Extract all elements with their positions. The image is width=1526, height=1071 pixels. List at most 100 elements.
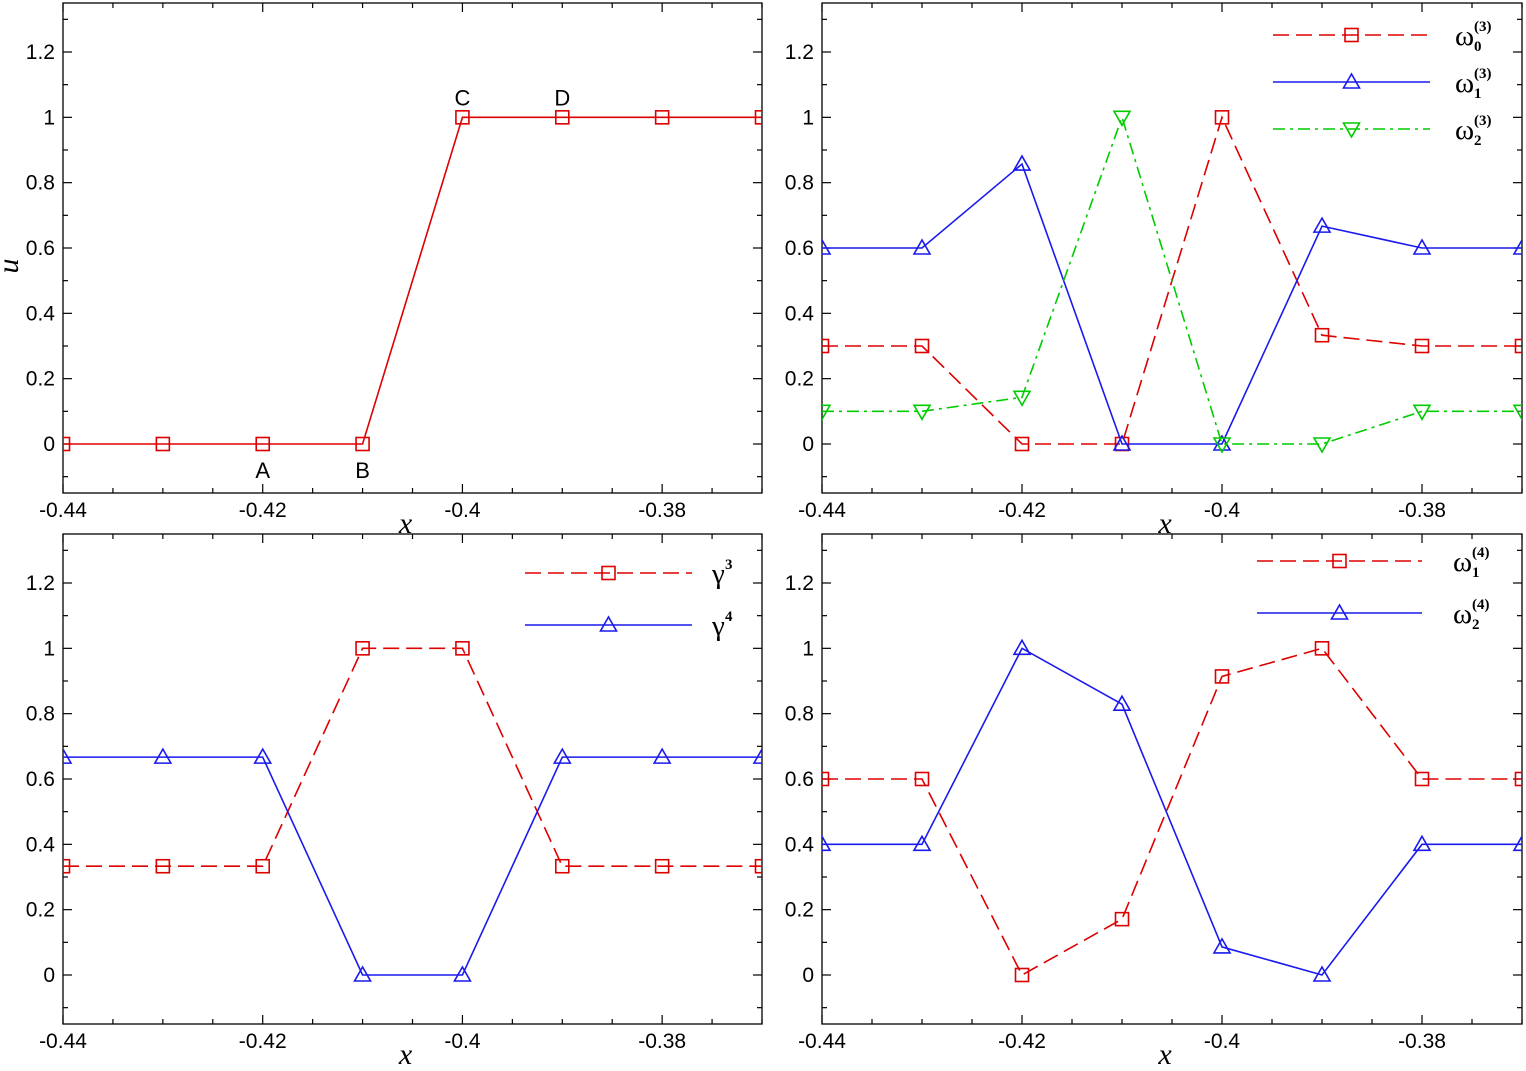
y-tick-label: 0.8 — [785, 703, 814, 726]
legend-superscript: (4) — [1472, 597, 1490, 613]
legend-subscript: 1 — [1472, 565, 1480, 581]
data-point — [155, 436, 171, 452]
data-point — [353, 965, 372, 982]
series-group — [63, 110, 762, 452]
data-point — [754, 858, 762, 874]
data-point — [1412, 404, 1432, 421]
series-line — [63, 756, 762, 976]
data-point — [1112, 434, 1132, 451]
panel-u: 0 0.2 0.4 0.6 0.8 1 1.2 -0.44 -0.42 -0.4 -0.38 x u A B… — [0, 2, 763, 540]
x-tick-label: -0.4 — [444, 1030, 481, 1053]
point-annotation: B — [355, 458, 370, 483]
data-point — [1214, 669, 1230, 684]
x-tick-label: -0.44 — [39, 1030, 87, 1053]
y-tick-label: 0.2 — [785, 899, 814, 922]
data-point — [1412, 834, 1432, 852]
legend-symbol: ω — [1453, 598, 1472, 630]
data-point — [654, 110, 670, 125]
y-tick-label: 1.2 — [785, 572, 814, 595]
series-group — [822, 638, 1522, 983]
series-line — [63, 647, 762, 868]
data-point — [1412, 238, 1432, 255]
y-tick-label: 1 — [43, 637, 55, 660]
data-point — [455, 641, 470, 656]
data-point — [1312, 965, 1332, 982]
data-point — [822, 404, 832, 421]
series-line — [822, 114, 1522, 445]
y-tick-label: 0 — [802, 964, 814, 987]
data-point — [1212, 437, 1232, 454]
y-tick-label: 0.6 — [26, 237, 55, 260]
y-tick-label: 0.4 — [26, 833, 56, 856]
legend-superscript: 3 — [725, 557, 733, 573]
data-point — [1314, 641, 1330, 656]
x-tick-label: -0.4 — [1204, 499, 1241, 522]
y-tick-label: 0.2 — [785, 368, 814, 391]
legend-marker — [601, 565, 616, 581]
data-point — [1212, 434, 1232, 451]
y-tick-label: 0.8 — [785, 172, 814, 195]
legend-symbol: γ — [711, 558, 725, 590]
data-point — [912, 834, 932, 852]
y-tick-label: 0.6 — [785, 237, 814, 260]
legend-marker — [1342, 122, 1361, 139]
data-point — [355, 436, 370, 452]
plot-frame — [821, 533, 1523, 1025]
data-point — [253, 747, 273, 764]
y-tick-label: 1.2 — [26, 41, 55, 64]
data-point — [1312, 437, 1332, 454]
data-point — [1512, 238, 1522, 255]
data-point — [1112, 110, 1132, 127]
data-point — [1314, 327, 1330, 343]
y-tick-label: 0.4 — [785, 302, 815, 325]
data-point — [822, 771, 830, 787]
point-annotation: D — [554, 85, 570, 110]
data-point — [822, 238, 832, 255]
y-tick-label: 1 — [802, 637, 814, 660]
x-tick-label: -0.38 — [1398, 1030, 1446, 1053]
data-point — [554, 858, 570, 874]
legend-subscript: 2 — [1474, 133, 1482, 149]
y-tick-label: 0.6 — [785, 768, 814, 791]
x-tick-label: -0.44 — [798, 1030, 846, 1053]
series-line — [822, 647, 1522, 977]
y-tick-label: 1 — [43, 106, 55, 129]
y-tick-label: 0.2 — [26, 899, 55, 922]
x-tick-label: -0.42 — [998, 499, 1046, 522]
x-axis-title: x — [1157, 507, 1172, 540]
legend-superscript: 4 — [725, 609, 733, 625]
data-point — [914, 338, 930, 354]
data-point — [255, 858, 271, 874]
point-annotation: C — [454, 85, 470, 110]
y-tick-label: 1.2 — [26, 572, 55, 595]
series-group — [822, 110, 1522, 454]
data-point — [912, 404, 932, 421]
series-line — [63, 116, 762, 445]
data-point — [63, 436, 71, 452]
data-point — [453, 965, 472, 982]
series-line — [822, 162, 1522, 445]
legend-subscript: 1 — [1474, 86, 1482, 102]
data-point — [1014, 436, 1030, 452]
legend-symbol: ω — [1455, 67, 1474, 99]
data-point — [822, 338, 830, 354]
series-line — [822, 647, 1522, 976]
y-tick-label: 0.4 — [26, 302, 56, 325]
data-point — [914, 771, 930, 787]
data-point — [1212, 937, 1232, 954]
data-point — [1414, 338, 1430, 354]
legend-superscript: (3) — [1474, 19, 1492, 35]
data-point — [1312, 216, 1332, 233]
data-point — [1514, 338, 1522, 354]
legend-superscript: (3) — [1474, 66, 1492, 82]
data-point — [1114, 911, 1130, 927]
data-point — [255, 436, 271, 452]
data-point — [153, 747, 173, 764]
data-point — [652, 747, 672, 764]
x-tick-label: -0.38 — [1398, 499, 1446, 522]
y-tick-label: 0.4 — [785, 833, 815, 856]
data-point — [1012, 638, 1032, 656]
